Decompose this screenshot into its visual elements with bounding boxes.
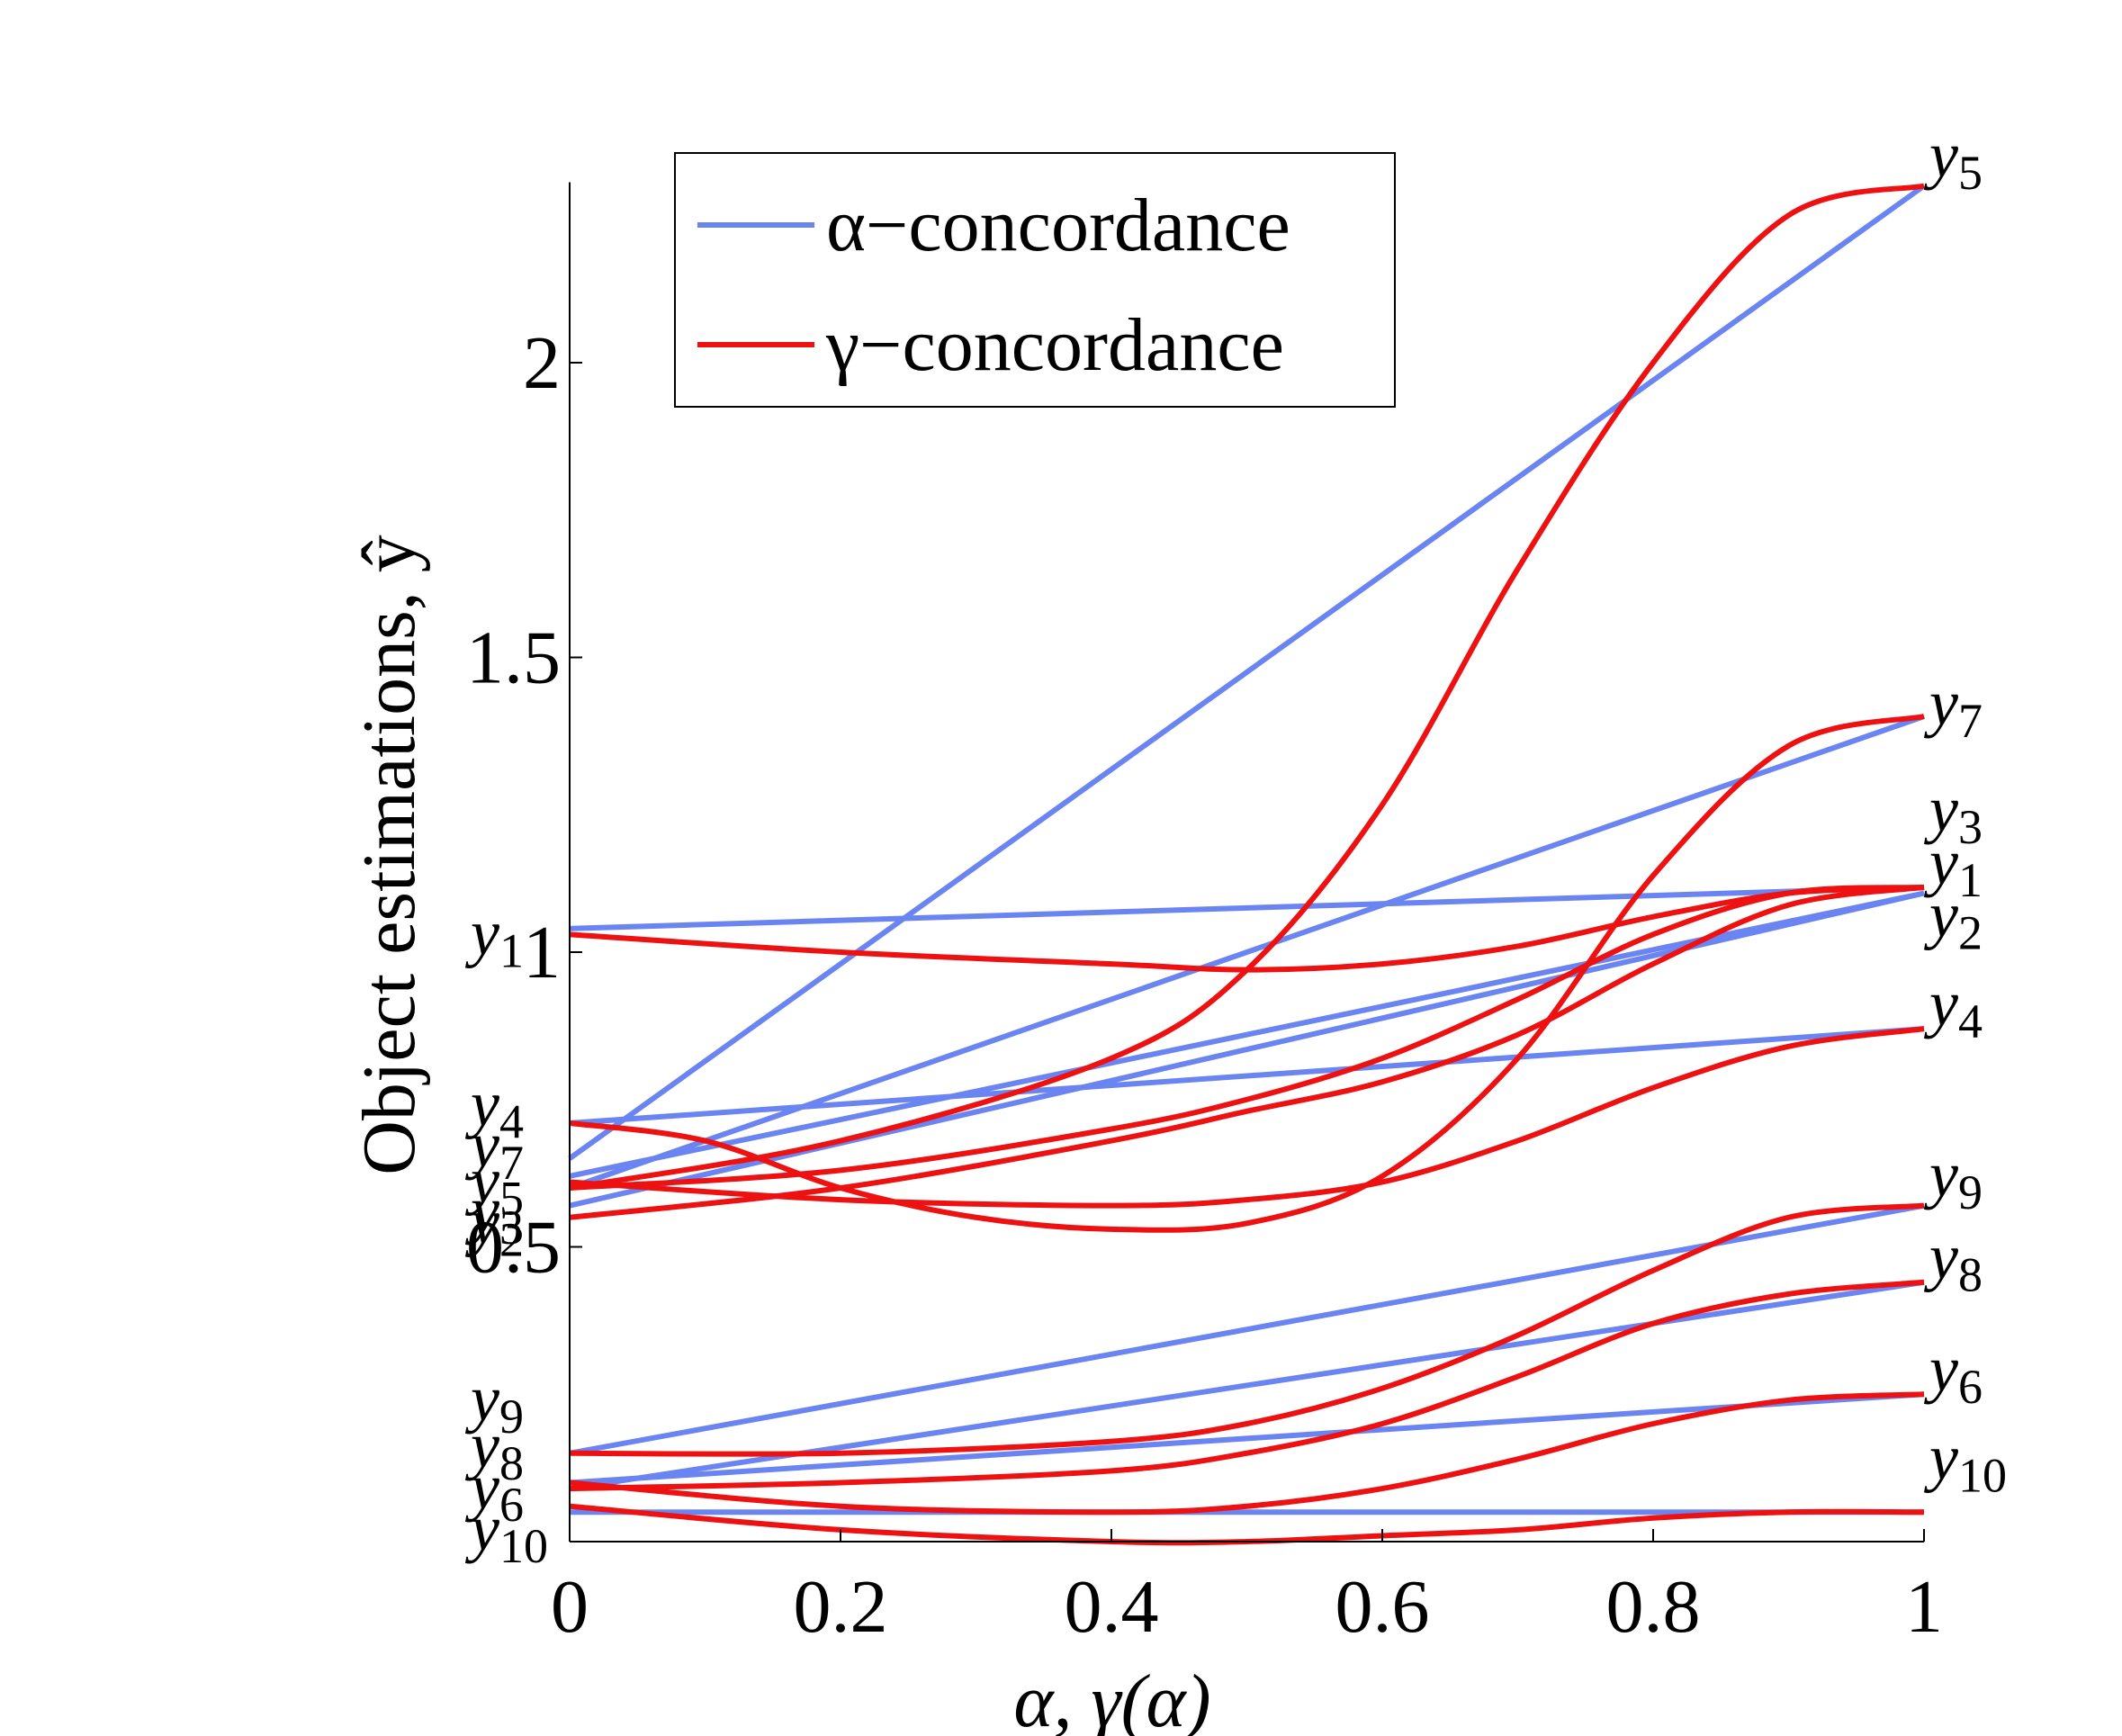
left-object-label: y4 [464,1067,524,1148]
left-object-label: y9 [464,1363,524,1444]
right-object-label: y2 [1923,879,1983,960]
y-axis-label: Object estimations, ŷ [347,535,431,1175]
y-tick-label: 0.5 [466,1206,561,1290]
gamma-series-line-y2 [569,884,1925,1220]
right-object-label: y4 [1923,967,1983,1048]
x-tick-label: 0.2 [794,1565,888,1649]
x-tick-label: 0 [551,1565,589,1649]
legend-label-gamma: γ−concordance [825,303,1284,387]
left-object-label: y7 [464,1109,524,1190]
left-object-label: y3 [464,1174,524,1255]
right-object-label: y1 [1923,826,1983,907]
right-object-label: y10 [1923,1421,2007,1502]
legend-box [674,152,1396,408]
alpha-series-line-y1 [569,884,1925,931]
gamma-series-line-y3 [569,884,1925,1191]
alpha-series-line-y6 [569,1391,1925,1486]
y-tick-label: 1 [523,911,561,994]
right-object-label: y9 [1923,1138,1983,1219]
legend: α−concordance γ−concordance [674,152,1396,408]
gamma-series-line-y8 [569,1279,1925,1492]
x-tick-label: 1 [1905,1565,1943,1649]
right-object-label: y6 [1923,1333,1983,1414]
left-object-label: y1 [464,896,524,977]
x-axis-label: α, γ(α) [1013,1660,1210,1736]
right-object-label: y5 [1923,119,1983,200]
left-object-label: y8 [464,1409,524,1490]
legend-label-alpha: α−concordance [826,184,1290,267]
x-tick-label: 0.6 [1335,1565,1430,1649]
gamma-series-line-y5 [569,183,1925,1191]
gamma-series-line-y6 [569,1391,1925,1516]
gamma-series-line-y1 [569,884,1925,973]
x-tick-label: 0.8 [1606,1565,1701,1649]
gamma-series-line-y4 [569,1202,1925,1457]
gamma-series-group [569,183,1925,1546]
right-object-label: y7 [1923,667,1983,748]
x-tick-label: 0.4 [1065,1565,1159,1649]
left-object-label: y10 [464,1492,548,1573]
alpha-series-line-y5 [568,184,1926,1161]
left-object-label: y6 [464,1451,524,1532]
y-tick-label: 1.5 [466,616,561,700]
alpha-series-line-y3 [569,890,1925,1209]
end-labels: y1y4y7y5y3y2y9y8y6y10y5y7y3y1y2y4y9y8y6y… [464,119,2007,1573]
right-object-label: y3 [1923,773,1983,854]
gamma-series-line-y7 [569,714,1925,1233]
y-tick-label: 2 [523,321,561,405]
axes: 0 0.2 0.4 0.6 0.8 1 0.5 1 1.5 2 [466,182,1943,1649]
left-object-label: y5 [464,1144,524,1225]
left-object-label: y2 [464,1185,524,1266]
alpha-series-line-y4 [569,1026,1925,1126]
gamma-series-line-y9 [569,1026,1925,1209]
right-object-label: y8 [1923,1221,1983,1302]
gamma-series-line-y10 [569,1503,1925,1546]
alpha-series-line-y9 [569,1202,1925,1456]
